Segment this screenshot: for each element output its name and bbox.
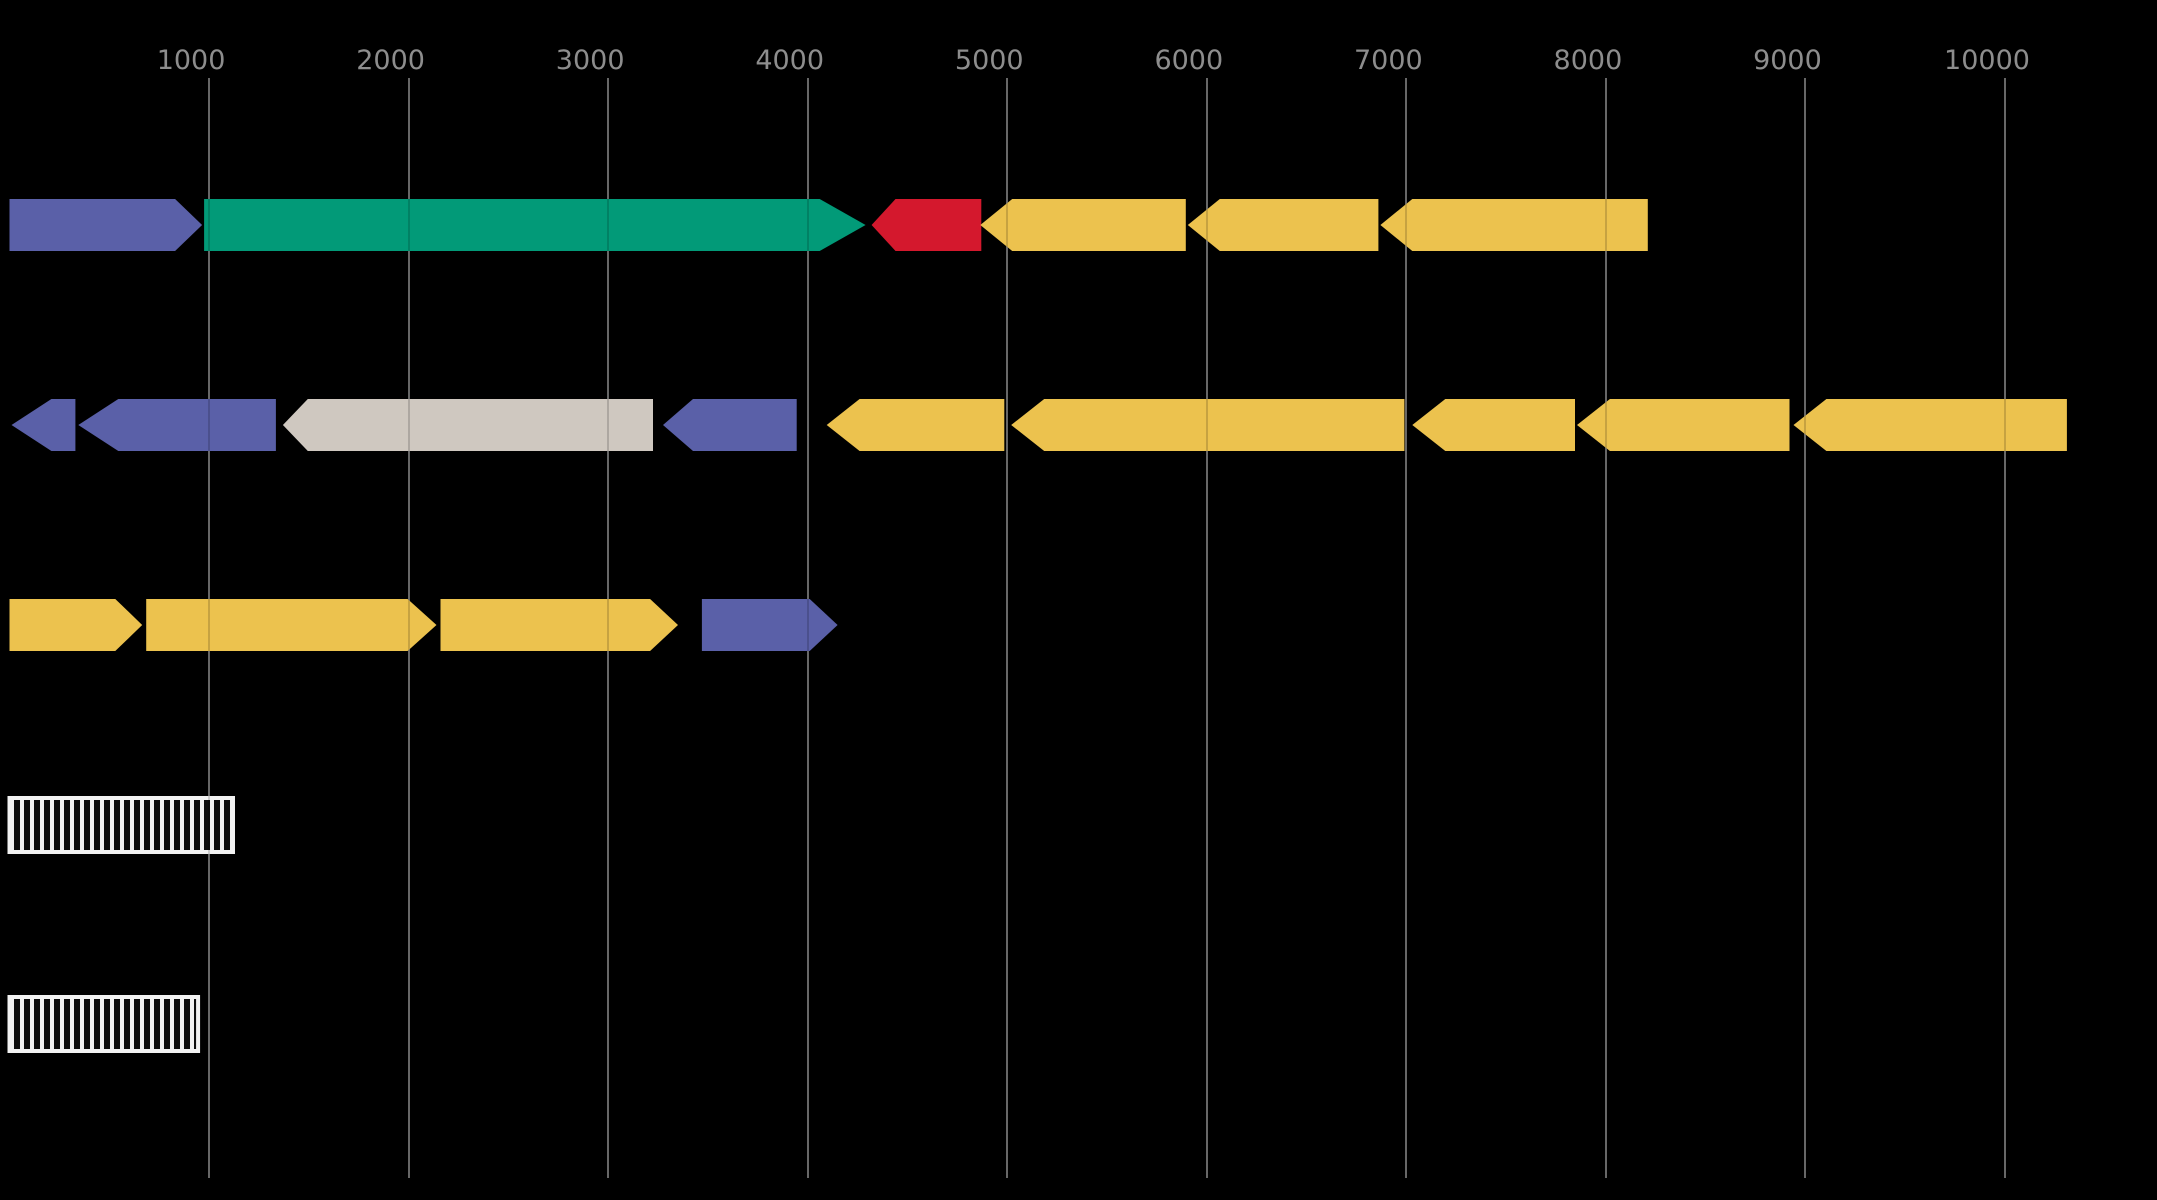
gene-arrow-blue bbox=[663, 399, 797, 451]
gene-arrow-green bbox=[204, 199, 866, 251]
gene-arrow-yellow bbox=[9, 599, 143, 651]
gene-arrow-yellow bbox=[146, 599, 437, 651]
axis-tick-label: 2000 bbox=[356, 45, 425, 76]
gene-arrow-yellow bbox=[1793, 399, 2067, 451]
gene-arrow-gray bbox=[282, 399, 653, 451]
gene-arrow-yellow bbox=[1577, 399, 1790, 451]
axis-tick-label: 8000 bbox=[1553, 45, 1623, 76]
hatched-region bbox=[7, 796, 235, 854]
gene-arrow-yellow bbox=[1380, 199, 1648, 251]
gridline bbox=[2004, 78, 2006, 1178]
gene-arrow-yellow bbox=[1412, 399, 1575, 451]
gridline bbox=[1405, 78, 1408, 1178]
axis-tick-label: 5000 bbox=[954, 45, 1024, 76]
gene-arrow-blue bbox=[701, 599, 838, 651]
gene-arrow-red bbox=[871, 199, 982, 251]
axis-tick-label: 9000 bbox=[1753, 45, 1822, 76]
gene-arrow-blue bbox=[9, 199, 203, 251]
axis-tick-label: 1000 bbox=[156, 45, 226, 76]
axis-tick-label: 3000 bbox=[555, 45, 625, 76]
axis-tick-label: 4000 bbox=[755, 45, 825, 76]
gridline bbox=[1604, 78, 1607, 1178]
gene-arrow-blue bbox=[11, 399, 76, 451]
axis-tick-label: 7000 bbox=[1353, 45, 1423, 76]
gridline bbox=[1804, 78, 1807, 1178]
axis-tick-label: 6000 bbox=[1154, 45, 1224, 76]
gridline bbox=[1205, 78, 1208, 1178]
gene-arrow-yellow bbox=[440, 599, 678, 651]
gene-arrow-yellow bbox=[980, 199, 1186, 251]
hatched-region bbox=[7, 995, 201, 1053]
gene-arrow-blue bbox=[78, 399, 276, 451]
gridline bbox=[1006, 78, 1009, 1178]
gene-arrow-yellow bbox=[1011, 399, 1405, 451]
gene-arrow-yellow bbox=[1187, 199, 1379, 251]
axis-tick-label: 10000 bbox=[1944, 45, 2030, 76]
gene-arrow-yellow bbox=[826, 399, 1005, 451]
